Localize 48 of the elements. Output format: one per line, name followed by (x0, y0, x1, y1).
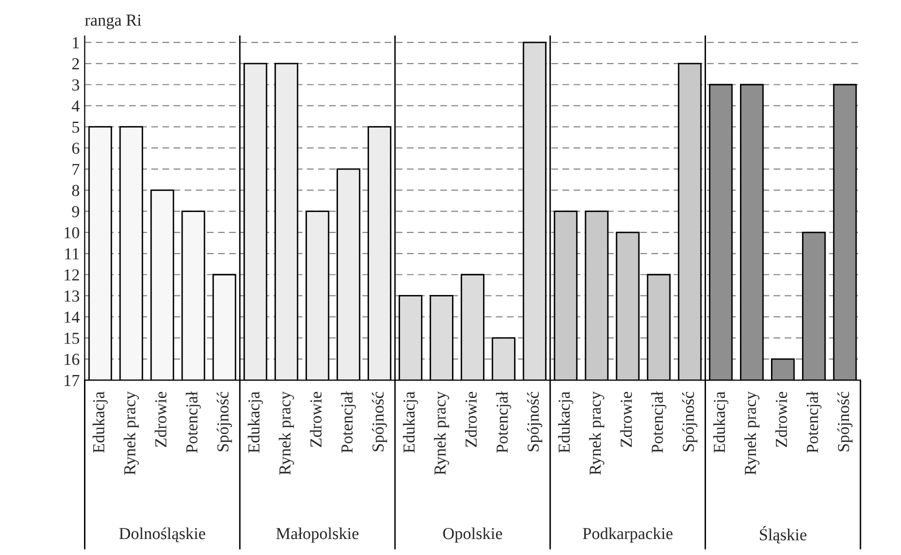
y-tick-label: 16 (64, 354, 80, 366)
x-tick-label: Edukacja (713, 392, 728, 453)
y-tick-label: 2 (72, 58, 79, 70)
x-tick-label: Spójność (372, 392, 388, 452)
y-tick-label: 10 (64, 227, 80, 238)
x-tick-label: Potencjał (806, 391, 822, 453)
y-tick-label: 4 (72, 100, 80, 112)
text: Opolskie (443, 527, 502, 543)
x-tick-label: Edukacja (248, 392, 263, 453)
y-tick-label: 9 (72, 206, 80, 218)
x-tick-label: Potencjał (340, 391, 356, 453)
y-tick-label: 17 (64, 374, 80, 386)
y-tick-label: 7 (72, 164, 80, 175)
text: Małopolskie (276, 527, 359, 543)
x-tick-label: Rynek pracy (124, 391, 139, 475)
x-tick-label: Zdrowie (465, 392, 477, 447)
x-tick-label: Edukacja (92, 392, 108, 453)
x-tick-label: Potencjał (186, 391, 201, 453)
y-tick-label: 8 (72, 184, 80, 196)
x-tick-label: Rynek pracy (744, 391, 760, 475)
text: Podkarpackie (582, 527, 672, 543)
x-tick-label: Zdrowie (154, 392, 166, 447)
x-tick-label: Spójność (527, 392, 542, 452)
x-tick-label: Spójność (837, 392, 853, 452)
y-tick-label: 3 (72, 79, 80, 91)
x-tick-label: Zdrowie (310, 392, 322, 447)
y-tick-label: 13 (64, 290, 80, 302)
x-tick-label: Zdrowie (775, 392, 788, 447)
y-axis-title: ranga Ri (85, 14, 142, 30)
x-tick-label: Potencjał (651, 391, 666, 453)
x-tick-label: Rynek pracy (434, 391, 450, 475)
text: Śląskie (760, 526, 806, 544)
y-tick-label: 14 (64, 312, 80, 323)
x-tick-label: Rynek pracy (589, 391, 604, 475)
x-tick-label: Rynek pracy (278, 391, 294, 475)
x-tick-label: Spójność (682, 392, 698, 452)
x-tick-label: Potencjał (496, 391, 512, 453)
y-tick-label: 6 (72, 142, 80, 154)
x-tick-label: Edukacja (558, 392, 574, 453)
y-tick-label: 12 (64, 269, 79, 280)
y-tick-label: 11 (65, 248, 79, 260)
y-tick-label: 1 (72, 37, 79, 48)
y-tick-label: 15 (64, 332, 80, 344)
x-tick-label: Edukacja (402, 392, 418, 453)
x-tick-label: Spójność (216, 392, 232, 452)
text: Dolnośląskie (119, 527, 206, 542)
x-tick-label: Zdrowie (620, 392, 632, 447)
y-tick-label: 5 (72, 122, 80, 133)
